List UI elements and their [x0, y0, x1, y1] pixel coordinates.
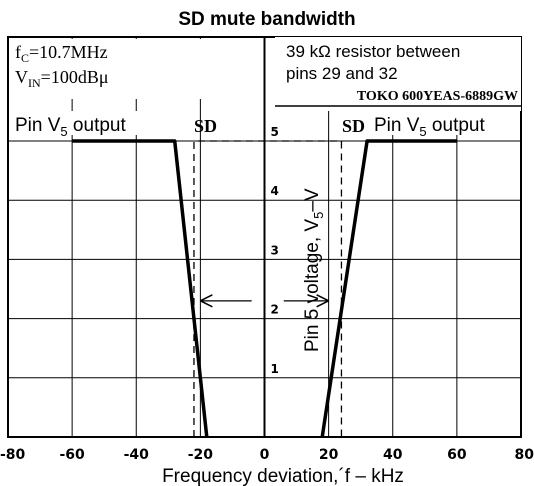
left-output-label-bg	[12, 111, 188, 135]
y-tick-label: 5	[271, 125, 279, 139]
y-tick-label: 4	[271, 184, 279, 198]
x-tick-labels: -80 -60 -40 -20 0 20 40 60 80	[0, 447, 534, 463]
x-tick-label: -40	[124, 447, 150, 463]
sd-right-label: SD	[342, 116, 365, 136]
series-line-1	[320, 139, 457, 438]
x-axis-label: Frequency deviation,´f – kHz	[162, 466, 404, 486]
x-tick-label: -60	[59, 447, 85, 463]
sd-window	[193, 140, 343, 437]
series-layer	[72, 139, 457, 438]
note-box-bg	[275, 37, 521, 111]
conditions-box-bg	[10, 39, 210, 99]
x-tick-label: 0	[260, 447, 270, 463]
condition-fc: fC=10.7MHz	[15, 42, 108, 65]
x-tick-label: 80	[515, 447, 534, 463]
x-tick-label: 20	[319, 447, 339, 463]
x-tick-label: 40	[383, 447, 403, 463]
y-tick-label: 2	[271, 303, 279, 317]
bandwidth-arrows	[200, 294, 329, 308]
right-output-label-bg	[371, 111, 519, 135]
note-part-number: TOKO 600YEAS-6889GW	[357, 89, 518, 104]
bandwidth-arrow-right-head	[316, 294, 329, 308]
bandwidth-arrow-left-head	[200, 294, 213, 308]
sd-window-outline	[193, 140, 343, 437]
plot-frame	[7, 36, 522, 438]
y-tick-labels: 1 2 3 4 5	[271, 125, 279, 376]
y-axis-label: Pin 5 voltage, V5–V	[302, 188, 326, 352]
y-tick-label: 3	[271, 243, 279, 257]
left-output-label: Pin V5 output	[15, 115, 126, 139]
note-line-2: pins 29 and 32	[286, 64, 398, 83]
y-tick-label: 1	[271, 362, 279, 376]
chart-title: SD mute bandwidth	[178, 9, 355, 30]
x-tick-label: -80	[0, 447, 26, 463]
condition-vin: VIN=100dBμ	[15, 67, 108, 90]
right-output-label: Pin V5 output	[374, 115, 485, 139]
series-line-0	[72, 139, 209, 438]
note-line-1: 39 kΩ resistor between	[286, 42, 460, 61]
sd-left-label: SD	[194, 116, 217, 136]
x-tick-label: 60	[447, 447, 467, 463]
x-tick-label: -20	[188, 447, 214, 463]
